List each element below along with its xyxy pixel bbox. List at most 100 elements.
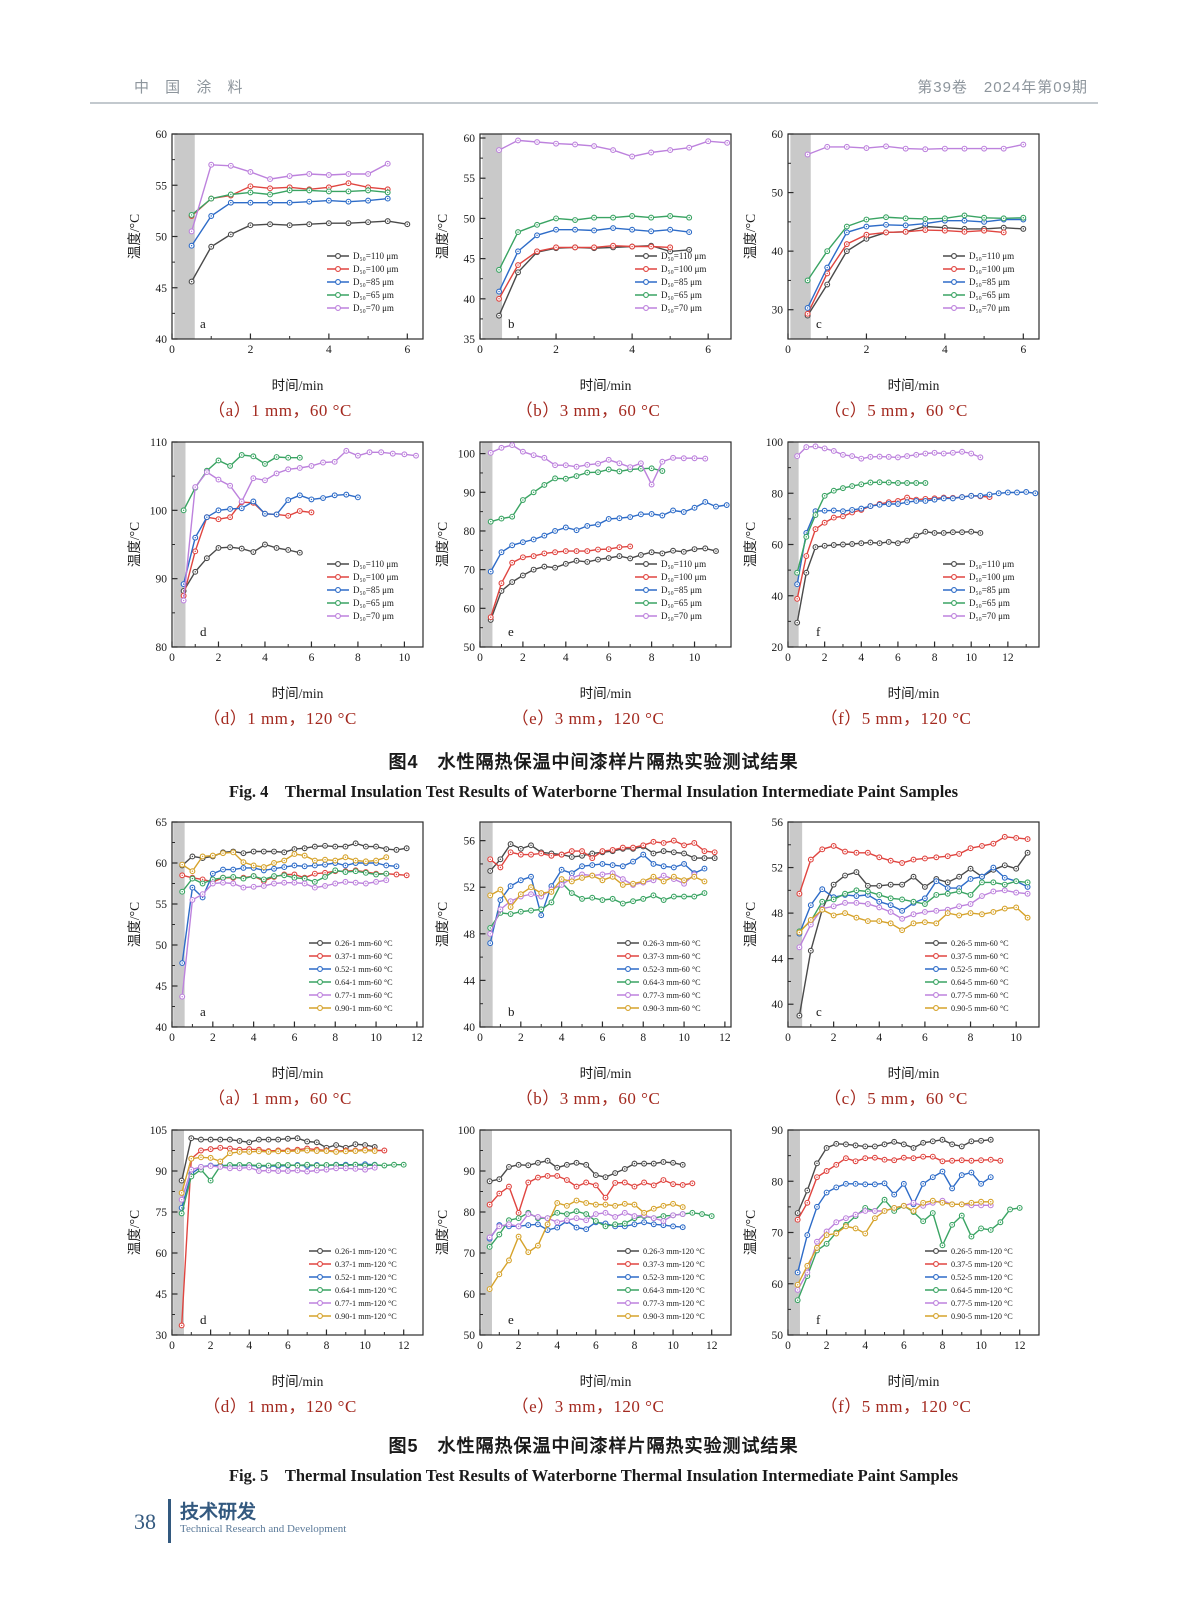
page-number: 38 — [134, 1509, 156, 1534]
subplot-e: 0 2 4 6 8 10 50 60 70 80 90 100 D₅₀=110 μm D₅₀=100 μm… — [434, 432, 742, 740]
svg-text:8: 8 — [640, 1032, 646, 1044]
subplot-b: 0 2 4 6 8 10 12 40 44 48 52 56 0.26-3 mm-60 °C 0.37-3… — [434, 812, 742, 1120]
svg-text:0.64-3 mm-120 °C: 0.64-3 mm-120 °C — [643, 1286, 705, 1295]
svg-text:10: 10 — [359, 1340, 371, 1352]
svg-text:100: 100 — [458, 1125, 476, 1137]
svg-text:0: 0 — [477, 1032, 483, 1044]
svg-text:0.52-3 mm-120 °C: 0.52-3 mm-120 °C — [643, 1273, 705, 1282]
svg-text:D₅₀=65 μm: D₅₀=65 μm — [353, 290, 394, 300]
svg-text:60: 60 — [772, 1279, 784, 1291]
svg-text:2: 2 — [210, 1032, 216, 1044]
svg-text:45: 45 — [156, 1289, 168, 1301]
svg-text:0.77-3 mm-120 °C: 0.77-3 mm-120 °C — [643, 1299, 705, 1308]
svg-text:56: 56 — [464, 836, 476, 848]
svg-text:0.77-1 mm-60 °C: 0.77-1 mm-60 °C — [335, 991, 393, 1000]
svg-text:0.37-3 mm-60 °C: 0.37-3 mm-60 °C — [643, 952, 701, 961]
svg-text:b: b — [508, 316, 515, 331]
subplot-d: 0 2 4 6 8 10 12 30 45 60 75 90 105 0.26-1 mm-120 °C 0.… — [126, 1120, 434, 1428]
svg-text:90: 90 — [772, 1125, 784, 1137]
svg-text:D₅₀=110 μm: D₅₀=110 μm — [353, 251, 398, 261]
svg-text:90: 90 — [464, 487, 476, 499]
svg-text:55: 55 — [464, 173, 476, 185]
svg-text:0.26-5 mm-120 °C: 0.26-5 mm-120 °C — [951, 1247, 1013, 1256]
svg-text:D₅₀=65 μm: D₅₀=65 μm — [353, 598, 394, 608]
journal-name: 中 国 涂 料 — [134, 79, 249, 96]
svg-text:0: 0 — [477, 1340, 483, 1352]
svg-text:e: e — [508, 624, 514, 639]
svg-text:6: 6 — [285, 1340, 291, 1352]
svg-text:40: 40 — [156, 334, 168, 346]
svg-text:0.26-3 mm-120 °C: 0.26-3 mm-120 °C — [643, 1247, 705, 1256]
svg-text:温度/°C: 温度/°C — [743, 522, 758, 567]
svg-text:0: 0 — [477, 652, 483, 664]
svg-text:f: f — [816, 1312, 821, 1327]
svg-text:温度/°C: 温度/°C — [127, 214, 142, 259]
svg-text:0: 0 — [477, 344, 483, 356]
svg-text:45: 45 — [156, 981, 168, 993]
subplot-caption-a: （a）1 mm，60 °C — [208, 401, 352, 420]
svg-text:12: 12 — [398, 1340, 410, 1352]
page-header: 中 国 涂 料 第39卷 2024年第09期 — [90, 76, 1098, 104]
svg-text:温度/°C: 温度/°C — [435, 1210, 450, 1255]
subplot-c: 0 2 4 6 8 10 40 44 48 52 56 0.26-5 mm-60 °C 0.37-5 m… — [742, 812, 1050, 1120]
svg-text:D₅₀=85 μm: D₅₀=85 μm — [969, 585, 1010, 595]
svg-text:55: 55 — [156, 899, 168, 911]
svg-text:50: 50 — [464, 1330, 476, 1342]
svg-text:70: 70 — [772, 1228, 784, 1240]
svg-text:6: 6 — [895, 652, 901, 664]
svg-text:8: 8 — [324, 1340, 330, 1352]
svg-text:80: 80 — [772, 488, 784, 500]
svg-text:100: 100 — [766, 437, 784, 449]
svg-text:0.26-3 mm-60 °C: 0.26-3 mm-60 °C — [643, 939, 701, 948]
subplot-caption-c: （c）5 mm，60 °C — [824, 1089, 968, 1108]
svg-text:0.37-1 mm-60 °C: 0.37-1 mm-60 °C — [335, 952, 393, 961]
chart-canvas-f: 0 2 4 6 8 10 12 50 60 70 80 90 0.26-5 mm-120 °C 0.37-… — [743, 1125, 1040, 1389]
svg-text:0.26-1 mm-60 °C: 0.26-1 mm-60 °C — [335, 939, 393, 948]
svg-text:时间/min: 时间/min — [272, 686, 324, 701]
figure4-caption: 图4 水性隔热保温中间漆样片隔热实验测试结果 Fig. 4 Thermal In… — [0, 748, 1187, 802]
svg-text:10: 10 — [667, 1340, 679, 1352]
svg-text:12: 12 — [719, 1032, 731, 1044]
figure5-caption-en: Fig. 5 Thermal Insulation Test Results o… — [228, 1466, 959, 1485]
svg-text:4: 4 — [876, 1032, 882, 1044]
svg-text:40: 40 — [156, 1022, 168, 1034]
svg-text:4: 4 — [554, 1340, 560, 1352]
svg-text:0: 0 — [785, 652, 791, 664]
svg-text:0.52-1 mm-60 °C: 0.52-1 mm-60 °C — [335, 965, 393, 974]
chart-canvas-a: 0 2 4 6 8 10 12 40 45 50 55 60 65 0.26-1 mm-60 °C 0.37… — [127, 817, 424, 1081]
svg-text:40: 40 — [772, 246, 784, 258]
svg-text:12: 12 — [706, 1340, 718, 1352]
svg-text:8: 8 — [940, 1340, 946, 1352]
svg-text:温度/°C: 温度/°C — [435, 214, 450, 259]
chart-canvas-b: 0 2 4 6 35 40 45 50 55 60 D₅₀=110 μm D₅₀=100 μm D₅₀=… — [435, 133, 732, 393]
svg-text:100: 100 — [458, 449, 476, 461]
svg-text:2: 2 — [824, 1340, 830, 1352]
svg-text:0.90-3 mm-120 °C: 0.90-3 mm-120 °C — [643, 1312, 705, 1321]
svg-text:56: 56 — [772, 817, 784, 829]
svg-text:75: 75 — [156, 1207, 168, 1219]
svg-text:4: 4 — [326, 344, 332, 356]
svg-text:2: 2 — [208, 1340, 214, 1352]
subplot-caption-d: （d）1 mm，120 °C — [203, 709, 357, 728]
svg-text:6: 6 — [600, 1032, 606, 1044]
subplot-caption-d: （d）1 mm，120 °C — [203, 1397, 357, 1416]
subplot-caption-c: （c）5 mm，60 °C — [824, 401, 968, 420]
svg-text:60: 60 — [772, 129, 784, 141]
svg-text:D₅₀=65 μm: D₅₀=65 μm — [661, 598, 702, 608]
svg-text:时间/min: 时间/min — [580, 1066, 632, 1081]
svg-text:48: 48 — [772, 908, 784, 920]
svg-text:D₅₀=65 μm: D₅₀=65 μm — [969, 598, 1010, 608]
svg-text:2: 2 — [520, 652, 526, 664]
svg-text:时间/min: 时间/min — [580, 378, 632, 393]
svg-text:d: d — [200, 624, 207, 639]
svg-text:48: 48 — [464, 929, 476, 941]
svg-text:4: 4 — [858, 652, 864, 664]
svg-text:D₅₀=70 μm: D₅₀=70 μm — [969, 611, 1010, 621]
subplot-caption-e: （e）3 mm，120 °C — [511, 1397, 665, 1416]
svg-text:时间/min: 时间/min — [272, 1374, 324, 1389]
svg-text:温度/°C: 温度/°C — [743, 902, 758, 947]
svg-text:44: 44 — [464, 975, 476, 987]
svg-text:D₅₀=85 μm: D₅₀=85 μm — [969, 277, 1010, 287]
svg-text:d: d — [200, 1312, 207, 1327]
